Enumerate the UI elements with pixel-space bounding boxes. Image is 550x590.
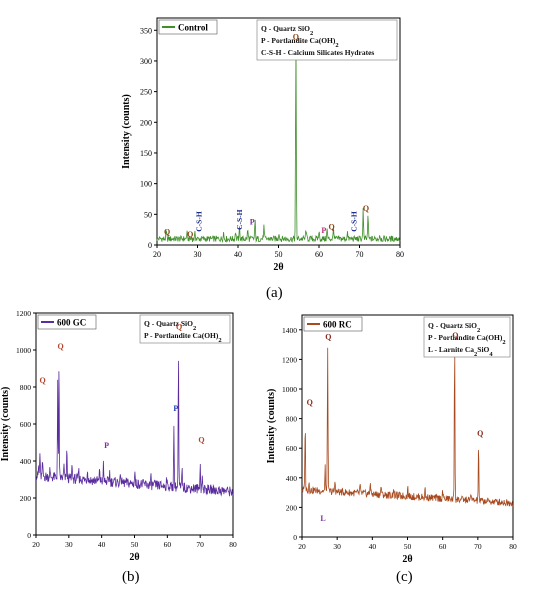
legend-box [303, 316, 363, 332]
peak-label: Q [164, 227, 170, 236]
y-tick-label: 1000 [16, 346, 31, 355]
x-tick-label: 50 [404, 542, 412, 551]
x-tick-label: 40 [369, 542, 377, 551]
x-tick-label: 80 [396, 250, 404, 259]
legend-box [37, 314, 97, 330]
x-tick-label: 20 [153, 250, 161, 259]
peak-label: C-S-H [350, 211, 359, 232]
peak-label: P [104, 441, 109, 450]
x-tick-label: 60 [315, 250, 323, 259]
y-tick-label: 400 [286, 474, 298, 483]
x-tick-label: 80 [229, 540, 237, 549]
y-tick-label: 100 [140, 180, 152, 189]
legend-label: Control [178, 23, 208, 33]
peak-label: Q [293, 32, 299, 41]
legend-box [158, 19, 218, 35]
x-tick-label: 70 [196, 540, 204, 549]
y-tick-label: 50 [144, 210, 152, 219]
y-tick-label: 1400 [282, 326, 297, 335]
phase-key-box [423, 316, 511, 358]
y-tick-label: 200 [20, 494, 32, 503]
series-line [301, 347, 514, 507]
phase-key-entry: L - Larnite Ca2SiO4 [428, 345, 493, 358]
x-tick-label: 40 [234, 250, 242, 259]
y-tick-label: 1200 [16, 309, 31, 318]
peak-label: Q [307, 398, 313, 407]
y-tick-label: 0 [293, 533, 297, 542]
phase-key-entry: P - Portlandite Ca(OH)2 [261, 36, 339, 49]
phase-key-entry: Q - Quartz SiO2 [428, 321, 480, 334]
y-axis-label: Intensity (counts) [266, 389, 277, 464]
y-tick-label: 300 [140, 57, 152, 66]
peak-label: C-S-H [195, 211, 204, 232]
plot-frame [35, 312, 234, 536]
peak-label: P [250, 218, 255, 227]
phase-key-entry: P - Portlandite Ca(OH)2 [428, 333, 506, 346]
panel-label-b: (b) [122, 569, 140, 585]
x-tick-label: 80 [509, 542, 517, 551]
x-tick-label: 20 [32, 540, 40, 549]
y-tick-label: 600 [20, 420, 32, 429]
peak-label: Q [477, 429, 483, 438]
y-tick-label: 250 [140, 88, 152, 97]
phase-key-entry: C-S-H - Calcium Silicates Hydrates [261, 48, 374, 57]
chart-panel-b: 20 30 40 50 60 70 800200400600800100012002θInt… [0, 309, 237, 563]
x-tick-label: 20 [298, 542, 306, 551]
x-tick-label: 70 [356, 250, 364, 259]
x-tick-label: 50 [131, 540, 139, 549]
legend-label: 600 GC [57, 318, 86, 328]
series-line [156, 39, 401, 243]
phase-key-entry: P - Portlandite Ca(OH)2 [144, 331, 222, 344]
y-tick-label: 400 [20, 457, 32, 466]
chart-panel-a: 20 30 40 50 60 70 80 0 50 100 150 200 250 300 350 2θ Int… [121, 17, 404, 273]
y-tick-label: 200 [140, 118, 152, 127]
y-tick-label: 200 [286, 503, 298, 512]
peak-label: Q [198, 435, 204, 444]
phase-key-entry: Q - Quartz SiO2 [144, 319, 196, 332]
phase-key-entry: Q - Quartz SiO2 [261, 24, 313, 37]
y-tick-label: 600 [286, 444, 298, 453]
x-tick-label: 40 [98, 540, 106, 549]
x-axis-label: 2θ [129, 552, 139, 563]
peak-label: Q [328, 223, 334, 232]
peak-label: Q [187, 230, 193, 239]
y-tick-label: 0 [148, 241, 152, 250]
peak-label: P [173, 404, 178, 413]
peak-label: Q [363, 204, 369, 213]
y-tick-label: 800 [20, 383, 32, 392]
y-tick-label: 1200 [282, 355, 297, 364]
x-axis-label: 2θ [273, 262, 283, 273]
peak-label: C-S-H [235, 209, 244, 230]
y-axis-label: Intensity (counts) [0, 387, 11, 462]
x-tick-label: 30 [65, 540, 73, 549]
y-axis-label: Intensity (counts) [121, 94, 132, 169]
x-tick-label: 70 [474, 542, 482, 551]
peak-label: Q [325, 333, 331, 342]
peak-label: Q [39, 376, 45, 385]
x-tick-label: 60 [439, 542, 447, 551]
peak-label: L [320, 514, 325, 523]
peak-label: Q [176, 323, 182, 332]
panel-label-a: (a) [266, 285, 283, 301]
panel-label-c: (c) [396, 569, 413, 585]
phase-key-box [139, 314, 231, 344]
x-tick-label: 30 [333, 542, 341, 551]
phase-key-box [256, 19, 398, 61]
legend-label: 600 RC [323, 320, 352, 330]
x-tick-label: 30 [194, 250, 202, 259]
peak-label: P [321, 226, 326, 235]
y-tick-label: 0 [27, 531, 31, 540]
series-line [35, 360, 234, 497]
chart-panel-c: 20 30 40 50 60 70 8002004006008001000120014002… [266, 314, 517, 565]
y-tick-label: 150 [140, 149, 152, 158]
y-tick-label: 1000 [282, 385, 297, 394]
y-tick-label: 350 [140, 26, 152, 35]
peak-label: Q [58, 342, 64, 351]
x-axis-label: 2θ [402, 554, 412, 565]
x-tick-label: 60 [164, 540, 172, 549]
x-tick-label: 50 [275, 250, 283, 259]
peak-label: Q [452, 331, 458, 340]
y-tick-label: 800 [286, 415, 298, 424]
